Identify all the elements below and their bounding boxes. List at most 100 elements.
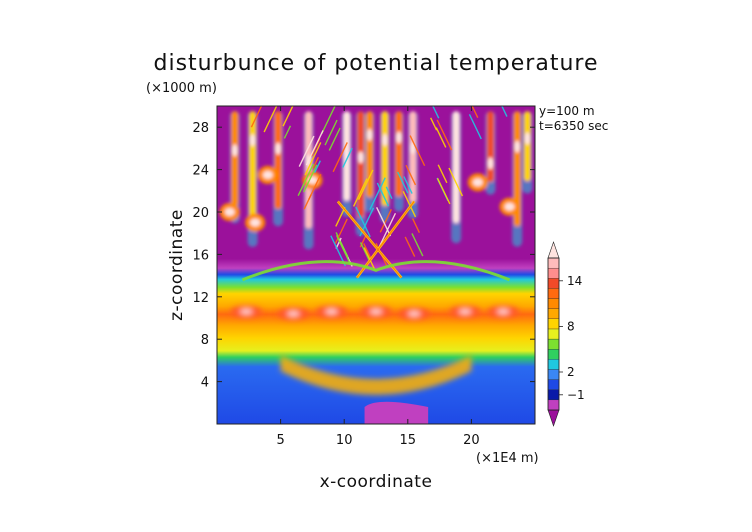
colorbar-segment [547, 328, 560, 340]
colorbar-tick-label: 14 [567, 274, 582, 288]
plot-frame [216, 105, 536, 425]
wave-streak [411, 218, 421, 233]
plume [357, 111, 365, 218]
wave-streak [411, 233, 424, 257]
background-stratification [217, 106, 535, 424]
annotation-t: t=6350 sec [539, 119, 608, 133]
wave-streak [355, 206, 371, 238]
colorbar-segment [547, 318, 560, 330]
wave-streak [328, 127, 341, 151]
wave-streak [305, 130, 324, 166]
plume-peak [343, 139, 350, 152]
wave-streak [312, 156, 319, 169]
negative-lobe [364, 401, 429, 424]
colorbar-over-arrow [547, 241, 560, 259]
plume-blob-core [472, 178, 483, 187]
plume [343, 111, 351, 202]
wave-streak [263, 106, 278, 133]
wave-streak [313, 160, 322, 173]
warm-core-peak [408, 310, 421, 317]
wave-streak [409, 135, 426, 167]
wave-streak [298, 135, 315, 167]
y-tick-label: 28 [192, 121, 209, 136]
warm-core-peak [497, 308, 510, 315]
warm-core-peak [370, 308, 382, 315]
inversion-bumps [230, 305, 520, 395]
plume-peak [409, 141, 416, 154]
plume [274, 111, 282, 209]
plume [395, 111, 403, 197]
plume-peak [487, 157, 494, 170]
wave-arm-core [356, 201, 415, 279]
colorbar-segment [547, 338, 560, 350]
warm-core-peak [240, 308, 253, 315]
y-axis: 4 8 12 16 20 24 28 [192, 121, 535, 391]
x-tick-label: 15 [400, 433, 417, 448]
wave-streak [501, 106, 508, 117]
plume-blob-core [504, 202, 515, 211]
plume [513, 111, 521, 227]
wave-streak [250, 106, 263, 128]
plume-peak [381, 133, 388, 146]
wave-streak [405, 164, 417, 186]
plume [231, 111, 239, 207]
warm-core-peak [287, 310, 300, 317]
colorbar-segment [547, 288, 560, 299]
wave-streak [332, 142, 348, 173]
plume-blob-core [224, 208, 235, 216]
y-unit-label: (×1000 m) [146, 81, 217, 96]
plume-peak [231, 144, 238, 157]
wave-streak [379, 208, 392, 233]
plume-peak [366, 128, 373, 141]
colorbar-segment [547, 278, 560, 289]
colorbar-tick-label: 8 [567, 319, 575, 333]
colorbar-segment [547, 399, 560, 411]
wave-streak [468, 114, 482, 140]
warm-core-peak [325, 308, 338, 315]
colorbar-frame [547, 257, 560, 411]
wave-streak [397, 171, 409, 194]
y-tick-label: 12 [192, 291, 209, 306]
wave-streak [432, 106, 440, 119]
y-tick-label: 8 [201, 333, 209, 348]
plume [381, 111, 389, 206]
wave-streak [435, 127, 447, 148]
plume-peak [514, 140, 521, 153]
wave-streak [334, 218, 348, 244]
y-tick-label: 20 [192, 206, 209, 221]
wave-streak [436, 119, 453, 151]
wave-streak [403, 176, 413, 194]
warm-core-peak [459, 308, 472, 315]
colorbar-segment [547, 389, 560, 401]
wave-streak [297, 163, 314, 197]
wave-streak [369, 177, 386, 210]
x-unit-label: (×1E4 m) [476, 451, 539, 466]
wave-streak [303, 194, 312, 210]
colorbar-segment [547, 379, 560, 390]
wave-streak [402, 191, 417, 218]
plume [249, 111, 257, 227]
wave-streak [342, 147, 353, 168]
colorbar-tick-label: 2 [567, 365, 575, 379]
colorbar-tick-label: −1 [567, 388, 585, 402]
plume [409, 111, 417, 203]
x-tick-label: 20 [463, 433, 480, 448]
gravity-wave-streaks [241, 106, 511, 282]
y-tick-label: 16 [192, 248, 209, 263]
plume [523, 111, 531, 182]
green-band [241, 260, 511, 282]
plume-peak [395, 131, 402, 144]
negative-anomaly-lobe [364, 401, 429, 424]
colorbar-segment [547, 257, 560, 269]
wave-streak [471, 106, 479, 119]
wave-streak [359, 242, 371, 263]
colorbar: −1 2 8 14 [547, 241, 585, 427]
wave-streak [385, 186, 393, 199]
plume-blob-core [250, 218, 261, 227]
plume-peak [453, 128, 460, 141]
plume [305, 111, 313, 229]
wave-streak [330, 235, 346, 267]
x-tick-label: 10 [336, 433, 353, 448]
plume-blob-core [262, 170, 273, 179]
wave-streak [335, 235, 352, 266]
